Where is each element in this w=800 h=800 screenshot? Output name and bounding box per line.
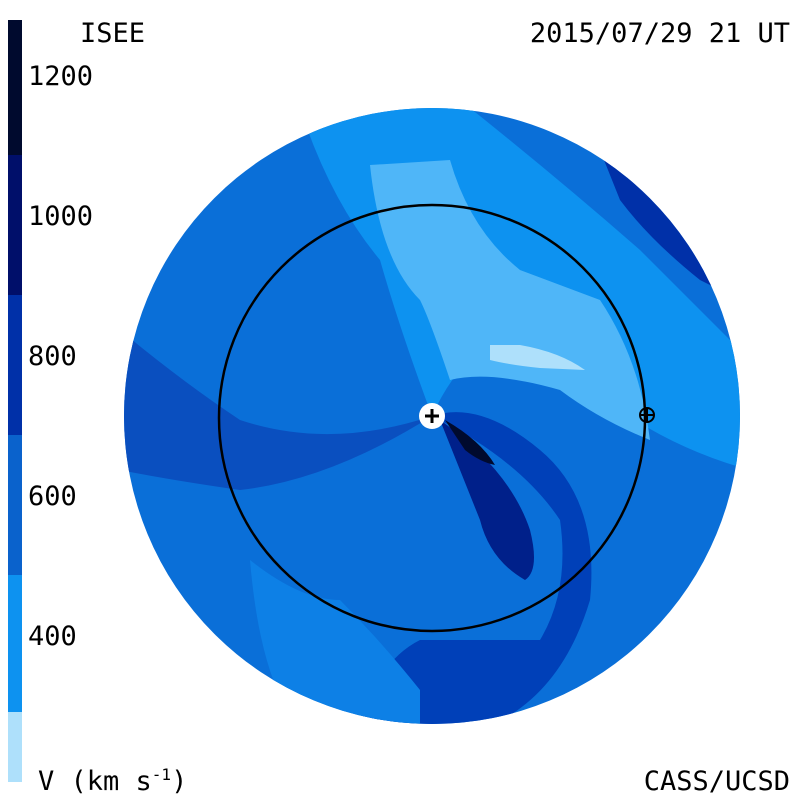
velocity-disk [124,108,740,724]
colorbar-tick-label: 800 [28,341,77,372]
colorbar-tick-label: 1200 [28,61,93,92]
earth-marker [639,407,655,423]
earth-orbit [217,203,647,633]
colorbar-tick-label: 400 [28,621,77,652]
colorbar-ticks: 1200 1000 800 600 400 [28,61,93,652]
source-label: ISEE [80,18,145,49]
colorbar [8,20,22,782]
sun-marker [419,403,445,429]
timestamp: 2015/07/29 21 UT [530,18,790,49]
credit: CASS/UCSD [644,766,790,797]
colorbar-tick-label: 1000 [28,201,93,232]
colorbar-label: V (km s-1) [38,765,187,797]
colorbar-tick-label: 600 [28,481,77,512]
